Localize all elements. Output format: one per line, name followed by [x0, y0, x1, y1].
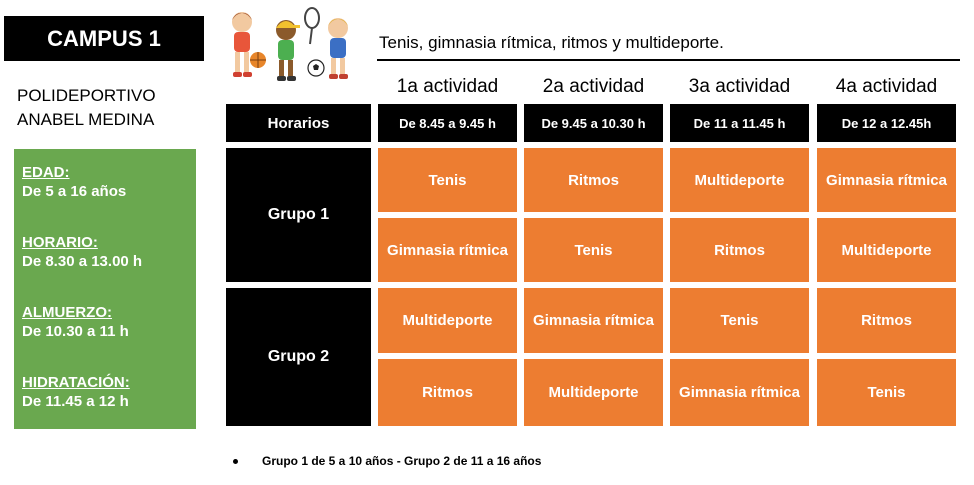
group-age-note-text: Grupo 1 de 5 a 10 años - Grupo 2 de 11 a… — [262, 454, 542, 468]
venue-line-2: ANABEL MEDINA — [17, 110, 155, 129]
time-slot-3: De 11 a 11.45 h — [670, 104, 809, 142]
schedule-row-header: Horarios — [226, 104, 371, 142]
schedule-cell: Ritmos — [378, 359, 517, 426]
schedule-cell: Gimnasia rítmica — [378, 218, 517, 282]
activity-header-2: 2a actividad — [542, 76, 645, 97]
tennis-racket — [304, 7, 320, 45]
info-box: EDAD: De 5 a 16 años HORARIO: De 8.30 a … — [14, 149, 196, 429]
activities-subtitle: Tenis, gimnasia rítmica, ritmos y multid… — [379, 33, 724, 52]
girl-basketball-figure — [232, 12, 266, 77]
info-hydration: HIDRATACIÓN: De 11.45 a 12 h — [22, 373, 188, 443]
blond-boy-figure — [328, 18, 348, 79]
schedule-cell: Tenis — [524, 218, 663, 282]
info-label: ALMUERZO: — [22, 304, 112, 321]
schedule-cell: Gimnasia rítmica — [524, 288, 663, 353]
time-slot-2: De 9.45 a 10.30 h — [524, 104, 663, 142]
bullet-icon — [233, 458, 238, 464]
schedule-cell: Tenis — [817, 359, 956, 426]
schedule-cell: Gimnasia rítmica — [670, 359, 809, 426]
schedule-cell: Multideporte — [670, 148, 809, 212]
schedule-cell: Gimnasia rítmica — [817, 148, 956, 212]
subtitle-divider — [377, 59, 960, 61]
group-1-label: Grupo 1 — [226, 148, 371, 282]
schedule-cell: Multideporte — [378, 288, 517, 353]
info-lunch: ALMUERZO: De 10.30 a 11 h — [22, 303, 188, 373]
group-age-note: Grupo 1 de 5 a 10 años - Grupo 2 de 11 a… — [233, 454, 541, 468]
activity-header-4: 4a actividad — [835, 76, 938, 97]
info-age: EDAD: De 5 a 16 años — [22, 163, 188, 233]
schedule-cell: Ritmos — [817, 288, 956, 353]
info-schedule: HORARIO: De 8.30 a 13.00 h — [22, 233, 188, 303]
schedule-cell: Multideporte — [817, 218, 956, 282]
schedule-cell: Ritmos — [670, 218, 809, 282]
venue-name: POLIDEPORTIVO ANABEL MEDINA — [17, 84, 207, 132]
info-label: HORARIO: — [22, 234, 98, 251]
boy-cap-figure — [276, 20, 300, 81]
schedule-cell: Tenis — [378, 148, 517, 212]
info-value: De 8.30 a 13.00 h — [22, 253, 143, 270]
activity-header-1: 1a actividad — [396, 76, 499, 97]
venue-line-1: POLIDEPORTIVO — [17, 86, 156, 105]
info-value: De 5 a 16 años — [22, 183, 127, 200]
activity-header-3: 3a actividad — [688, 76, 791, 97]
time-slot-4: De 12 a 12.45h — [817, 104, 956, 142]
schedule-cell: Multideporte — [524, 359, 663, 426]
info-value: De 11.45 a 12 h — [22, 393, 129, 410]
kids-sports-illustration — [232, 7, 348, 81]
schedule-cell: Tenis — [670, 288, 809, 353]
group-2-label: Grupo 2 — [226, 288, 371, 426]
time-slot-1: De 8.45 a 9.45 h — [378, 104, 517, 142]
info-value: De 10.30 a 11 h — [22, 323, 129, 340]
info-label: EDAD: — [22, 164, 70, 181]
soccer-ball — [307, 59, 325, 77]
campus-title: CAMPUS 1 — [4, 16, 204, 61]
schedule-cell: Ritmos — [524, 148, 663, 212]
info-label: HIDRATACIÓN: — [22, 374, 130, 391]
